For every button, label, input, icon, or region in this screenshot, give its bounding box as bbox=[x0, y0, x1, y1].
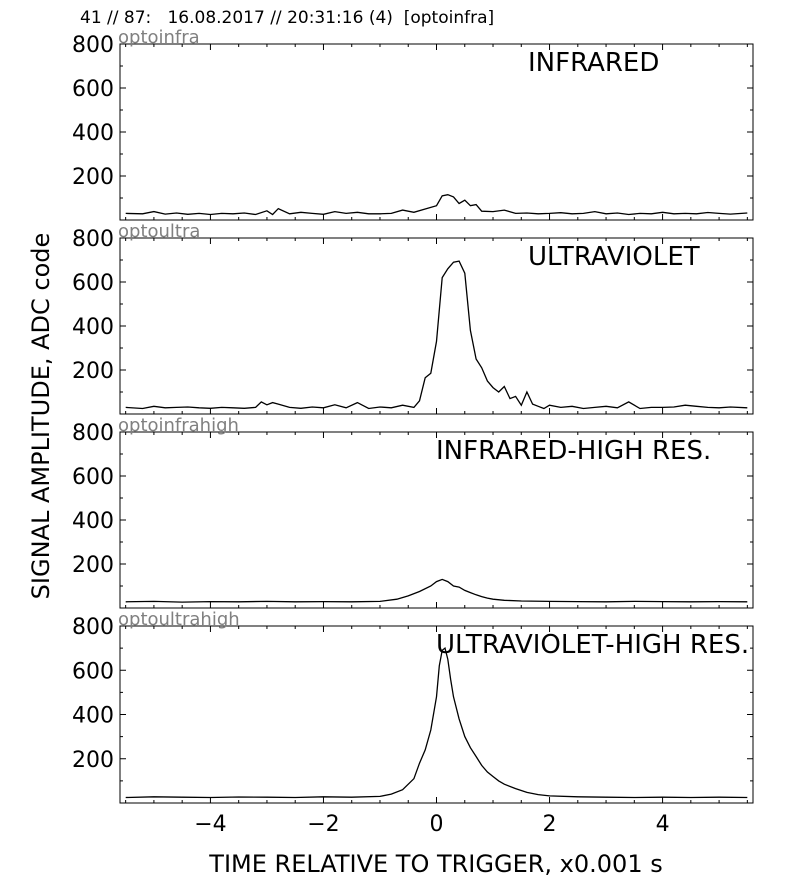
channel-tag: optoultrahigh bbox=[118, 609, 240, 630]
x-axis-label: TIME RELATIVE TO TRIGGER, x0.001 s bbox=[208, 850, 662, 878]
y-tick-label: 400 bbox=[72, 315, 114, 340]
panel-ultraviolet-high: 200 400 600 800 optoultrahigh ULTRAVIOLET-HIG… bbox=[72, 609, 754, 837]
y-tick-label: 800 bbox=[72, 33, 114, 58]
y-tick-label: 400 bbox=[72, 121, 114, 146]
signal-line bbox=[125, 194, 748, 216]
y-tick-label: 400 bbox=[72, 509, 114, 534]
channel-tag: optoinfra bbox=[118, 27, 200, 48]
y-tick-label: 800 bbox=[72, 615, 114, 640]
y-tick-label: 200 bbox=[72, 748, 114, 773]
plot-header: 41 // 87: 16.08.2017 // 20:31:16 (4) [op… bbox=[80, 8, 495, 28]
x-tick-label: −2 bbox=[307, 812, 339, 837]
x-tick-label: 0 bbox=[430, 812, 444, 837]
panel-title: ULTRAVIOLET bbox=[528, 242, 700, 272]
y-tick-label: 600 bbox=[72, 77, 114, 102]
panel-title: ULTRAVIOLET-HIGH RES. bbox=[436, 630, 749, 660]
panel-title: INFRARED bbox=[528, 48, 659, 78]
y-tick-label: 800 bbox=[72, 421, 114, 446]
signal-line bbox=[125, 260, 748, 410]
y-tick-label: 400 bbox=[72, 704, 114, 729]
channel-tag: optoultra bbox=[118, 221, 200, 242]
panel-ultraviolet: 200 400 600 800 optoultra ULTRAVIOLET bbox=[72, 221, 754, 415]
x-tick-label: 2 bbox=[543, 812, 557, 837]
y-tick-label: 800 bbox=[72, 227, 114, 252]
panel-infrared-high: 200 400 600 800 optoinfrahigh INFRARED-HIGH R… bbox=[72, 415, 754, 609]
y-tick-label: 200 bbox=[72, 165, 114, 190]
y-tick-label: 200 bbox=[72, 359, 114, 384]
panel-infrared: 200 400 600 800 optoinfra INFRARED bbox=[72, 27, 754, 221]
panel-title: INFRARED-HIGH RES. bbox=[436, 436, 711, 466]
y-tick-label: 600 bbox=[72, 465, 114, 490]
y-tick-label: 600 bbox=[72, 271, 114, 296]
y-tick-label: 200 bbox=[72, 553, 114, 578]
signal-line bbox=[125, 646, 748, 799]
signal-line bbox=[125, 578, 748, 603]
y-axis-label: SIGNAL AMPLITUDE, ADC code bbox=[27, 233, 55, 600]
x-tick-label: 4 bbox=[656, 812, 670, 837]
x-tick-label: −4 bbox=[194, 812, 226, 837]
y-tick-label: 600 bbox=[72, 659, 114, 684]
channel-tag: optoinfrahigh bbox=[118, 415, 239, 436]
